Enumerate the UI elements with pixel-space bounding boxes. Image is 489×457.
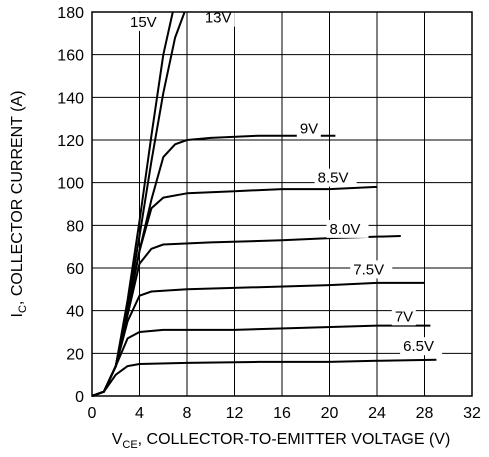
x-tick-label: 4 xyxy=(135,405,144,422)
y-tick-label: 0 xyxy=(75,389,84,406)
x-axis-title: VCE, COLLECTOR-TO-EMITTER VOLTAGE (V) xyxy=(112,431,451,451)
y-tick-label: 140 xyxy=(57,90,84,107)
y-axis-title-rest: , COLLECTOR CURRENT (A) xyxy=(9,91,26,306)
x-axis-title-sub: CE xyxy=(122,439,137,451)
x-tick-labels: 0 4 8 12 16 20 24 28 32 xyxy=(88,405,481,422)
y-tick-label: 80 xyxy=(66,218,84,235)
y-tick-label: 160 xyxy=(57,48,84,65)
y-tick-label: 180 xyxy=(57,5,84,22)
series-label: 8.0V xyxy=(330,221,361,238)
series-label-bg xyxy=(391,307,416,326)
y-tick-label: 100 xyxy=(57,176,84,193)
series-line-7 xyxy=(91,358,437,397)
y-axis-title: IC, COLLECTOR CURRENT (A) xyxy=(9,91,29,318)
y-tick-label: 60 xyxy=(66,261,84,278)
y-tick-label: 40 xyxy=(66,304,84,321)
x-tick-label: 28 xyxy=(416,405,434,422)
y-tick-label: 120 xyxy=(57,133,84,150)
series-label: 7.5V xyxy=(353,261,384,278)
plot-border xyxy=(91,11,473,397)
series-line-6 xyxy=(91,324,431,397)
x-tick-label: 0 xyxy=(88,405,97,422)
series-label-bg xyxy=(350,260,393,279)
x-tick-label: 20 xyxy=(321,405,339,422)
x-axis-title-main: V xyxy=(112,431,123,448)
curve-labels: 15V 13V 9V 8.5V 8.0V 7.5V 7V 6.5V xyxy=(127,8,443,356)
x-tick-label: 32 xyxy=(463,405,481,422)
series-label-bg xyxy=(400,337,443,356)
y-tick-labels: 0 20 40 60 80 100 120 140 160 180 xyxy=(57,5,84,406)
x-tick-label: 24 xyxy=(368,405,386,422)
curves xyxy=(91,11,437,397)
series-label-bg xyxy=(314,168,357,187)
y-axis-title-sub: C xyxy=(17,305,29,313)
y-tick-label: 20 xyxy=(66,346,84,363)
series-label-bg xyxy=(127,12,160,31)
x-tick-label: 16 xyxy=(273,405,291,422)
series-label: 7V xyxy=(395,308,413,325)
series-label: 8.5V xyxy=(318,170,349,187)
series-label: 15V xyxy=(130,14,157,31)
x-tick-label: 8 xyxy=(183,405,192,422)
x-axis-title-rest: , COLLECTOR-TO-EMITTER VOLTAGE (V) xyxy=(138,431,451,448)
series-label-bg xyxy=(326,219,369,238)
series-label: 9V xyxy=(300,121,318,138)
y-axis-title-main: I xyxy=(9,313,26,317)
series-label-bg xyxy=(296,119,321,138)
series-label: 6.5V xyxy=(403,338,434,355)
series-label-bg xyxy=(201,8,235,27)
series-label: 13V xyxy=(205,10,232,27)
x-tick-label: 12 xyxy=(226,405,244,422)
